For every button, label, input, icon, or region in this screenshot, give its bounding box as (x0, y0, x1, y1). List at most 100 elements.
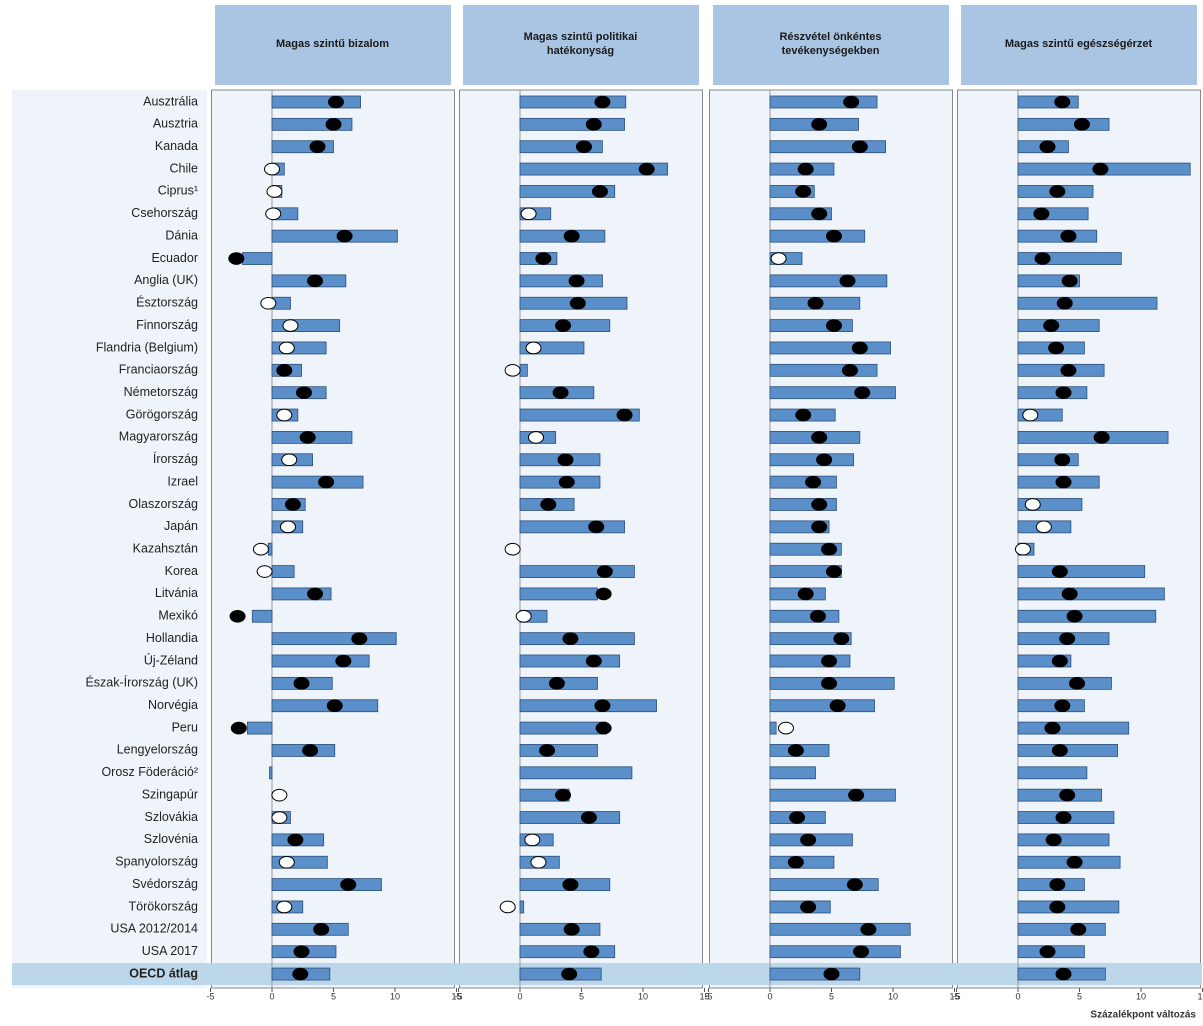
dot (292, 967, 309, 981)
dot (335, 654, 352, 668)
dot (1069, 677, 1086, 690)
x-tick-label: 10 (1136, 991, 1146, 1001)
dot (520, 207, 537, 221)
dot (1092, 162, 1109, 176)
dot (260, 296, 277, 310)
x-tick-label: 10 (390, 991, 400, 1001)
dot (1066, 855, 1083, 869)
bar (1017, 252, 1122, 265)
bar (519, 922, 601, 936)
bar (271, 319, 341, 333)
bar (271, 95, 361, 109)
category-label: Franciaország (119, 363, 198, 377)
bar (769, 788, 896, 802)
bar (1017, 721, 1130, 735)
dot (787, 855, 804, 869)
category-label: Ausztria (153, 117, 198, 131)
dot (843, 95, 860, 109)
dot (1061, 274, 1078, 288)
dot (326, 699, 343, 713)
dot (848, 788, 865, 802)
bar (1017, 565, 1146, 578)
bar (769, 229, 866, 243)
dot (1051, 654, 1068, 668)
dot (1070, 923, 1087, 936)
dot (787, 744, 804, 757)
dot (309, 140, 326, 154)
dot (1049, 900, 1066, 914)
dot (282, 319, 299, 332)
dot (1073, 118, 1090, 131)
bar (769, 341, 891, 355)
dot (851, 341, 868, 355)
category-label: Magyarország (119, 430, 198, 444)
dot (1060, 364, 1077, 377)
category-label: Izrael (167, 474, 198, 488)
dot (530, 855, 547, 869)
bar (769, 140, 887, 154)
dot (504, 542, 521, 556)
dot (585, 118, 602, 131)
x-tick-label: 10 (888, 991, 898, 1001)
dot (616, 408, 633, 422)
category-label: Görögország (126, 407, 198, 421)
bar (271, 632, 397, 646)
bar (1017, 900, 1120, 914)
bar (769, 654, 851, 668)
bar (519, 185, 616, 198)
x-tick-label: 15 (949, 991, 959, 1001)
dot (811, 431, 828, 444)
dot (535, 252, 552, 265)
dot (809, 609, 826, 623)
dot (281, 453, 298, 467)
bar (769, 721, 777, 735)
category-label: Ciprus¹ (158, 184, 198, 198)
x-tick-label: 0 (1015, 991, 1020, 1001)
dot (1055, 386, 1072, 399)
category-label: USA 2017 (142, 944, 198, 958)
dot (1049, 185, 1066, 198)
dot (1051, 744, 1068, 757)
x-tick-label: 5 (579, 991, 584, 1001)
bar (251, 609, 273, 623)
panel-header: Magas szintű egészségérzet (960, 5, 1197, 85)
dot (1061, 587, 1078, 601)
bar (1017, 833, 1110, 847)
dot (1059, 788, 1076, 802)
dot (821, 677, 838, 690)
category-label: Új-Zéland (144, 652, 198, 667)
dot (829, 699, 846, 713)
x-tick-label: 5 (331, 991, 336, 1001)
dot (293, 677, 310, 690)
dot (307, 587, 324, 601)
x-tick-label: 5 (829, 991, 834, 1001)
bar (519, 744, 598, 757)
dot (596, 565, 613, 578)
bar (769, 475, 837, 489)
dot (777, 721, 794, 735)
dot (228, 252, 245, 265)
dot (539, 744, 556, 757)
dot (825, 565, 842, 578)
dot (1055, 475, 1072, 489)
dot (325, 118, 342, 131)
bar (769, 386, 896, 400)
bar (246, 721, 273, 735)
dot (252, 542, 269, 556)
dot (1093, 431, 1110, 444)
x-tick-label: 15 (1197, 991, 1203, 1001)
dot (1055, 811, 1072, 824)
bar (769, 699, 875, 713)
dot (800, 833, 817, 847)
dot (295, 386, 312, 399)
bar (769, 945, 901, 959)
dot (504, 364, 521, 377)
dot (854, 386, 871, 399)
dot (276, 364, 293, 377)
category-label: USA 2012/2014 (110, 922, 198, 936)
bar (269, 766, 273, 780)
dot (800, 900, 817, 914)
dot (580, 811, 597, 824)
dot (563, 923, 580, 936)
